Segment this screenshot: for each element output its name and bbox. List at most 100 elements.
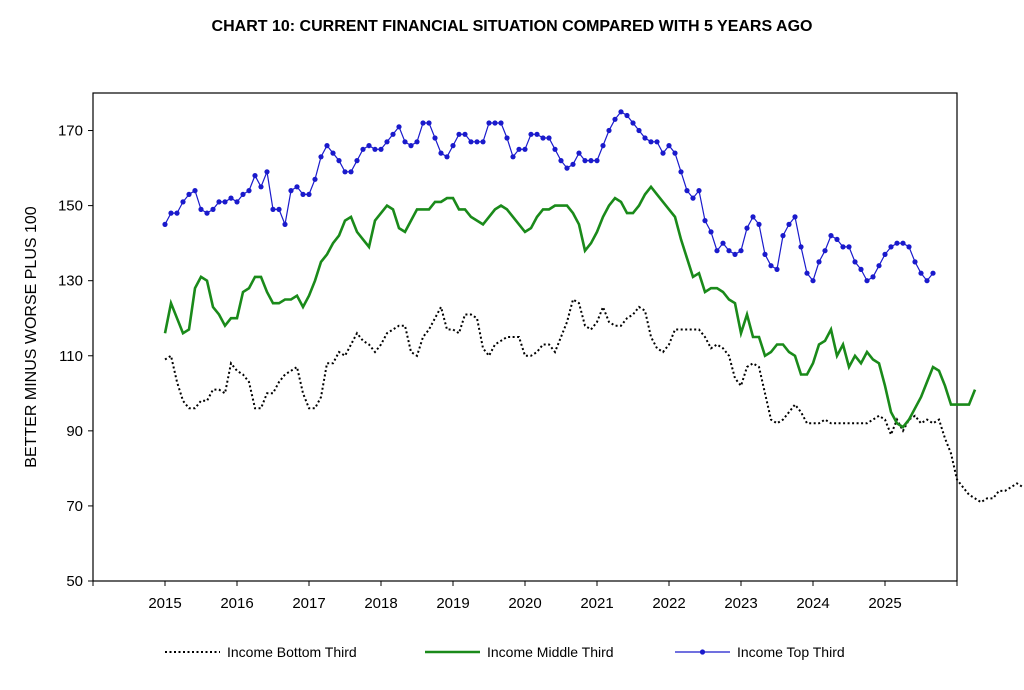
data-point bbox=[336, 158, 342, 164]
x-tick-label: 2017 bbox=[292, 595, 325, 612]
y-tick-label: 90 bbox=[66, 423, 83, 440]
data-point bbox=[408, 143, 414, 149]
data-point bbox=[882, 251, 888, 257]
data-point bbox=[186, 191, 192, 197]
data-point bbox=[510, 154, 516, 160]
data-point bbox=[300, 191, 306, 197]
data-point bbox=[714, 248, 720, 254]
data-point bbox=[906, 244, 912, 250]
data-point bbox=[384, 139, 390, 145]
y-tick-label: 170 bbox=[58, 123, 83, 140]
data-point bbox=[348, 169, 354, 175]
data-point bbox=[708, 229, 714, 235]
data-point bbox=[774, 266, 780, 272]
series-line-1 bbox=[164, 297, 1024, 504]
data-point bbox=[858, 266, 864, 272]
data-point bbox=[402, 139, 408, 145]
data-point bbox=[576, 150, 582, 156]
data-point bbox=[324, 143, 330, 149]
data-point bbox=[816, 259, 822, 265]
data-point bbox=[678, 169, 684, 175]
data-point bbox=[750, 214, 756, 220]
data-point bbox=[516, 146, 522, 152]
series-lines bbox=[162, 109, 1024, 504]
data-point bbox=[840, 244, 846, 250]
data-point bbox=[702, 218, 708, 224]
data-point bbox=[444, 154, 450, 160]
data-point bbox=[198, 206, 204, 212]
data-point bbox=[540, 135, 546, 141]
legend-label-1: Income Bottom Third bbox=[227, 644, 357, 660]
data-point bbox=[570, 161, 576, 167]
data-point bbox=[666, 143, 672, 149]
data-point bbox=[486, 120, 492, 126]
data-point bbox=[876, 263, 882, 269]
data-point bbox=[900, 240, 906, 246]
data-point bbox=[270, 206, 276, 212]
data-point bbox=[306, 191, 312, 197]
series-line-2 bbox=[163, 184, 977, 429]
data-point bbox=[168, 210, 174, 216]
data-point bbox=[846, 244, 852, 250]
y-tick-label: 130 bbox=[58, 273, 83, 290]
data-point bbox=[162, 221, 168, 227]
data-point bbox=[558, 158, 564, 164]
data-point bbox=[276, 206, 282, 212]
data-point bbox=[390, 131, 396, 137]
data-point bbox=[804, 270, 810, 276]
data-point bbox=[762, 251, 768, 257]
y-axis: 50 70 90 110 130 150 170 bbox=[58, 123, 93, 590]
data-point bbox=[192, 188, 198, 194]
data-point bbox=[420, 120, 426, 126]
data-point bbox=[684, 188, 690, 194]
data-point bbox=[696, 188, 702, 194]
data-point bbox=[690, 195, 696, 201]
data-point bbox=[474, 139, 480, 145]
data-point bbox=[450, 143, 456, 149]
x-tick-label: 2022 bbox=[652, 595, 685, 612]
chart-title: CHART 10: CURRENT FINANCIAL SITUATION CO… bbox=[211, 18, 813, 35]
data-point bbox=[432, 135, 438, 141]
x-tick-label: 2024 bbox=[796, 595, 829, 612]
data-point bbox=[468, 139, 474, 145]
data-point bbox=[522, 146, 528, 152]
data-point bbox=[426, 120, 432, 126]
data-point bbox=[654, 139, 660, 145]
data-point bbox=[588, 158, 594, 164]
x-tick-label: 2025 bbox=[868, 595, 901, 612]
data-point bbox=[834, 236, 840, 242]
data-point bbox=[888, 244, 894, 250]
data-point bbox=[222, 199, 228, 205]
data-point bbox=[594, 158, 600, 164]
data-point bbox=[294, 184, 300, 190]
data-point bbox=[240, 191, 246, 197]
data-point bbox=[930, 270, 936, 276]
data-point bbox=[612, 116, 618, 122]
data-point bbox=[438, 150, 444, 156]
data-point bbox=[546, 135, 552, 141]
data-point bbox=[732, 251, 738, 257]
data-point bbox=[414, 139, 420, 145]
data-point bbox=[330, 150, 336, 156]
data-point bbox=[366, 143, 372, 149]
data-point bbox=[720, 240, 726, 246]
data-point bbox=[456, 131, 462, 137]
data-point bbox=[252, 173, 258, 179]
data-point bbox=[792, 214, 798, 220]
data-point bbox=[360, 146, 366, 152]
data-point bbox=[606, 127, 612, 134]
data-point bbox=[870, 274, 876, 280]
data-point bbox=[822, 248, 828, 254]
y-tick-label: 110 bbox=[59, 348, 83, 365]
data-point bbox=[534, 131, 540, 137]
y-axis-label: BETTER MINUS WORSE PLUS 100 bbox=[23, 206, 40, 467]
data-point bbox=[246, 188, 252, 194]
data-point bbox=[636, 127, 642, 134]
data-point bbox=[504, 135, 510, 141]
data-point bbox=[924, 278, 930, 284]
data-point bbox=[582, 158, 588, 164]
data-point bbox=[564, 165, 570, 171]
x-tick-label: 2019 bbox=[436, 595, 469, 612]
data-point bbox=[780, 233, 786, 239]
data-point bbox=[756, 221, 762, 227]
